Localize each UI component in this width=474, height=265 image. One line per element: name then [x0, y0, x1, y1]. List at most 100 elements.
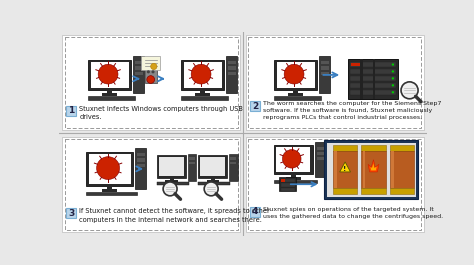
Bar: [230, 157, 237, 160]
Bar: [102, 189, 118, 192]
Bar: [321, 72, 328, 75]
Text: Stuxnet infects Windows computers through USB
drives.: Stuxnet infects Windows computers throug…: [80, 106, 243, 120]
Bar: [86, 192, 137, 195]
Bar: [274, 60, 317, 90]
Bar: [228, 72, 236, 75]
Bar: [293, 90, 298, 94]
Bar: [319, 56, 330, 93]
Bar: [88, 96, 135, 100]
Circle shape: [392, 77, 394, 80]
Bar: [281, 179, 285, 182]
Bar: [363, 151, 365, 188]
Bar: [390, 145, 414, 151]
Text: Stuxnet spies on operations of the targeted system. It
uses the gathered data to: Stuxnet spies on operations of the targe…: [263, 207, 443, 219]
Bar: [135, 61, 143, 64]
Bar: [230, 162, 237, 164]
Bar: [391, 151, 393, 188]
Bar: [350, 62, 396, 67]
Bar: [102, 93, 118, 96]
Bar: [351, 63, 360, 67]
Bar: [315, 142, 326, 177]
Bar: [89, 154, 130, 184]
Bar: [361, 188, 386, 194]
Bar: [350, 83, 396, 88]
Bar: [333, 145, 357, 151]
Bar: [91, 62, 128, 88]
Bar: [321, 67, 328, 69]
Bar: [226, 56, 237, 93]
Circle shape: [147, 70, 150, 73]
Bar: [157, 182, 189, 185]
Bar: [200, 157, 226, 176]
Bar: [147, 65, 155, 69]
Circle shape: [392, 63, 394, 66]
Bar: [182, 60, 224, 90]
Bar: [64, 37, 237, 128]
Circle shape: [204, 182, 218, 196]
Bar: [229, 154, 237, 181]
Bar: [291, 174, 296, 178]
Bar: [157, 155, 186, 178]
Bar: [137, 153, 145, 156]
Bar: [277, 62, 315, 88]
Bar: [170, 178, 173, 181]
Bar: [201, 90, 205, 94]
Circle shape: [98, 64, 118, 84]
Bar: [361, 145, 386, 151]
Bar: [137, 158, 145, 162]
Bar: [135, 72, 143, 75]
Bar: [373, 59, 375, 99]
Bar: [135, 67, 143, 69]
Bar: [333, 188, 357, 194]
Text: If Stuxnet cannot detect the software, it spreads to other
computers in the inte: If Stuxnet cannot detect the software, i…: [80, 208, 270, 223]
Bar: [390, 151, 414, 188]
Bar: [276, 147, 310, 172]
Text: 3: 3: [68, 209, 74, 218]
Bar: [86, 152, 133, 186]
Bar: [189, 157, 195, 160]
Bar: [361, 151, 386, 188]
Bar: [198, 155, 228, 178]
Bar: [334, 151, 337, 188]
Circle shape: [392, 70, 394, 73]
Bar: [324, 140, 418, 199]
Bar: [188, 154, 196, 181]
Bar: [183, 62, 222, 88]
Bar: [141, 56, 160, 70]
Bar: [66, 106, 76, 116]
Bar: [228, 67, 236, 69]
Polygon shape: [340, 162, 350, 172]
Bar: [321, 61, 328, 64]
Circle shape: [152, 70, 155, 73]
Circle shape: [284, 64, 304, 84]
Bar: [248, 139, 421, 230]
Bar: [390, 188, 414, 194]
Bar: [317, 147, 324, 150]
Bar: [250, 207, 260, 217]
Bar: [281, 179, 295, 182]
Bar: [274, 96, 321, 100]
Circle shape: [401, 82, 418, 99]
Polygon shape: [368, 160, 379, 172]
Bar: [135, 148, 146, 189]
Circle shape: [283, 150, 301, 168]
Circle shape: [392, 84, 394, 86]
Bar: [195, 93, 210, 96]
Bar: [350, 90, 396, 95]
Circle shape: [163, 182, 177, 196]
Text: !: !: [344, 166, 346, 172]
Bar: [165, 180, 178, 182]
Bar: [333, 151, 357, 188]
Bar: [246, 35, 423, 130]
Circle shape: [151, 63, 157, 69]
Bar: [145, 68, 157, 83]
Bar: [285, 177, 301, 180]
Text: The worm searches the computer for the Siemens Step7
software. If the software i: The worm searches the computer for the S…: [263, 101, 441, 120]
Bar: [274, 145, 313, 174]
Bar: [246, 136, 423, 232]
Bar: [211, 178, 215, 181]
Bar: [348, 59, 398, 99]
Bar: [88, 60, 131, 90]
Text: 1: 1: [68, 106, 74, 115]
Bar: [64, 139, 237, 230]
